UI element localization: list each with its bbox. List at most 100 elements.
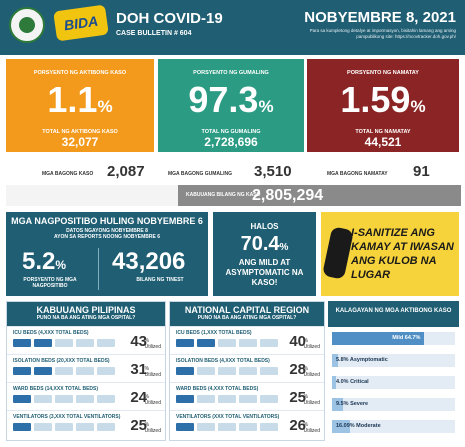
capacity-value: 25 bbox=[289, 389, 306, 406]
new-deaths-value: 91 bbox=[413, 163, 430, 180]
new-deaths-row: MGA BAGONG NAMATAY 91 bbox=[307, 157, 459, 181]
capacity-unit: % Utilized bbox=[303, 394, 320, 406]
severity-bar bbox=[332, 398, 343, 411]
new-recovered-value: 3,510 bbox=[254, 163, 292, 180]
capacity-value: 40 bbox=[289, 333, 306, 350]
ph-capacity-row: VENTILATORS (3,XXX TOTAL VENTILATORS) 25%… bbox=[7, 410, 165, 438]
bed-icon bbox=[34, 395, 52, 403]
ncr-capacity-row: ICU BEDS (1,XXX TOTAL BEDS) 40% Utilized bbox=[170, 326, 324, 354]
bulletin-title: DOH COVID-19 bbox=[116, 10, 223, 27]
deaths-percent: 1.59% bbox=[340, 79, 426, 120]
bed-icon bbox=[176, 367, 194, 375]
doh-seal-logo bbox=[9, 7, 45, 43]
capacity-label: WARD BEDS (4,XXX TOTAL BEDS) bbox=[176, 386, 259, 392]
bed-icon bbox=[13, 395, 31, 403]
positivity-title: MGA NAGPOSITIBO HULING NOBYEMBRE 6 bbox=[11, 216, 203, 226]
severity-title: KALAGAYAN NG MGA AKTIBONG KASO bbox=[328, 301, 459, 327]
bed-icon bbox=[97, 423, 115, 431]
deaths-total-label: TOTAL NG NAMATAY bbox=[355, 129, 411, 135]
severity-row: 16.09% Moderate bbox=[328, 418, 459, 437]
total-bar-spacer bbox=[6, 185, 178, 206]
bed-icon bbox=[76, 423, 94, 431]
bed-icons bbox=[13, 395, 115, 403]
severity-list: Mild 64.7% 5.8% Asymptomatic 4.0% Critical… bbox=[328, 330, 459, 437]
ph-capacity-row: ICU BEDS (4,XXX TOTAL BEDS) 43% Utilized bbox=[7, 326, 165, 354]
severity-row: 5.8% Asymptomatic bbox=[328, 352, 459, 371]
deaths-total: 44,521 bbox=[364, 135, 402, 149]
bed-icon bbox=[34, 367, 52, 375]
deaths-panel: PORSYENTO NG NAMATAY 1.59% TOTAL NG NAMA… bbox=[307, 59, 459, 152]
ph-capacity-panel: KABUUANG PILIPINAS PUNO NA BA ANG ATING … bbox=[6, 301, 166, 441]
bed-icon bbox=[176, 395, 194, 403]
bed-icon bbox=[218, 339, 236, 347]
tested-label: BILANG NG TINEST bbox=[136, 277, 184, 283]
severity-row: Mild 64.7% bbox=[328, 330, 459, 349]
recovered-total-label: TOTAL NG GUMALING bbox=[201, 129, 261, 135]
severity-panel: KALAGAYAN NG MGA AKTIBONG KASO Mild 64.7… bbox=[328, 301, 459, 441]
severity-bar bbox=[332, 376, 337, 389]
capacity-value: 24 bbox=[130, 389, 147, 406]
capacity-label: ISOLATION BEDS (20,XXX TOTAL BEDS) bbox=[13, 358, 110, 364]
severity-label: 5.8% Asymptomatic bbox=[336, 357, 388, 363]
bed-icon bbox=[197, 339, 215, 347]
bulletin-note: Para sa kumpletong detalye at impormasyo… bbox=[309, 28, 456, 39]
bed-icon bbox=[13, 423, 31, 431]
total-cases-bar: KABUUANG BILANG NG KASO 2,805,294 bbox=[178, 185, 461, 206]
severity-row: 4.0% Critical bbox=[328, 374, 459, 393]
bed-icon bbox=[176, 423, 194, 431]
total-cases-label: KABUUANG BILANG NG KASO bbox=[186, 192, 261, 198]
bed-icon bbox=[197, 367, 215, 375]
capacity-unit: % Utilized bbox=[144, 366, 161, 378]
ph-capacity-list: ICU BEDS (4,XXX TOTAL BEDS) 43% Utilized IS… bbox=[7, 326, 165, 438]
positivity-subtitle: DATOS NGAYONG NOBYEMBRE 8 AYON SA REPORT… bbox=[53, 228, 161, 240]
severity-bar bbox=[332, 420, 350, 433]
capacity-unit: % Utilized bbox=[303, 366, 320, 378]
bed-icon bbox=[260, 423, 278, 431]
bed-icons bbox=[176, 395, 278, 403]
capacity-value: 25 bbox=[130, 417, 147, 434]
new-cases-value: 2,087 bbox=[107, 163, 145, 180]
mild-caption: ANG MILD AT ASYMPTOMATIC NA KASO! bbox=[225, 258, 304, 287]
bed-icon bbox=[97, 367, 115, 375]
capacity-unit: % Utilized bbox=[144, 422, 161, 434]
new-recovered-label: MGA BAGONG GUMALING bbox=[168, 171, 232, 177]
total-cases-value: 2,805,294 bbox=[252, 187, 324, 204]
recovered-percent: 97.3% bbox=[188, 79, 274, 120]
ncr-capacity-header: NATIONAL CAPITAL REGION PUNO NA BA ANG A… bbox=[170, 302, 324, 326]
ph-capacity-row: WARD BEDS (14,XXX TOTAL BEDS) 24% Utilized bbox=[7, 382, 165, 410]
bed-icon bbox=[176, 339, 194, 347]
severity-track bbox=[332, 354, 455, 367]
severity-bar bbox=[332, 332, 425, 345]
recovered-total: 2,728,696 bbox=[204, 135, 258, 149]
active-total: 32,077 bbox=[61, 135, 99, 149]
ncr-capacity-row: WARD BEDS (4,XXX TOTAL BEDS) 25% Utilized bbox=[170, 382, 324, 410]
new-cases-label: MGA BAGONG KASO bbox=[42, 171, 94, 177]
bed-icon bbox=[76, 395, 94, 403]
bed-icon bbox=[239, 423, 257, 431]
bed-icon bbox=[260, 367, 278, 375]
capacity-value: 26 bbox=[289, 417, 306, 434]
bulletin-date: NOBYEMBRE 8, 2021 bbox=[304, 9, 456, 26]
ncr-capacity-row: VENTILATORS (XXX TOTAL VENTILATORS) 26% Ut… bbox=[170, 410, 324, 438]
bed-icon bbox=[239, 395, 257, 403]
recovered-label: PORSYENTO NG GUMALING bbox=[193, 70, 269, 76]
new-recovered-row: MGA BAGONG GUMALING 3,510 bbox=[158, 157, 304, 181]
severity-track bbox=[332, 376, 455, 389]
active-label: PORSYENTO NG AKTIBONG KASO bbox=[33, 70, 127, 76]
bed-icon bbox=[55, 339, 73, 347]
severity-row: 9.5% Severe bbox=[328, 396, 459, 415]
bed-icon bbox=[34, 423, 52, 431]
positivity-rate: 5.2% bbox=[22, 248, 67, 275]
bed-icon bbox=[197, 423, 215, 431]
mild-intro: HALOS bbox=[250, 222, 279, 231]
active-cases-panel: PORSYENTO NG AKTIBONG KASO 1.1% TOTAL NG… bbox=[6, 59, 154, 152]
capacity-label: VENTILATORS (3,XXX TOTAL VENTILATORS) bbox=[13, 414, 121, 420]
capacity-unit: % Utilized bbox=[303, 338, 320, 350]
recovered-panel: PORSYENTO NG GUMALING 97.3% TOTAL NG GUM… bbox=[158, 59, 304, 152]
bed-icon bbox=[34, 339, 52, 347]
active-total-label: TOTAL NG AKTIBONG KASO bbox=[42, 129, 118, 135]
severity-label: 16.09% Moderate bbox=[336, 423, 381, 429]
capacity-value: 43 bbox=[130, 333, 147, 350]
bed-icon bbox=[76, 339, 94, 347]
